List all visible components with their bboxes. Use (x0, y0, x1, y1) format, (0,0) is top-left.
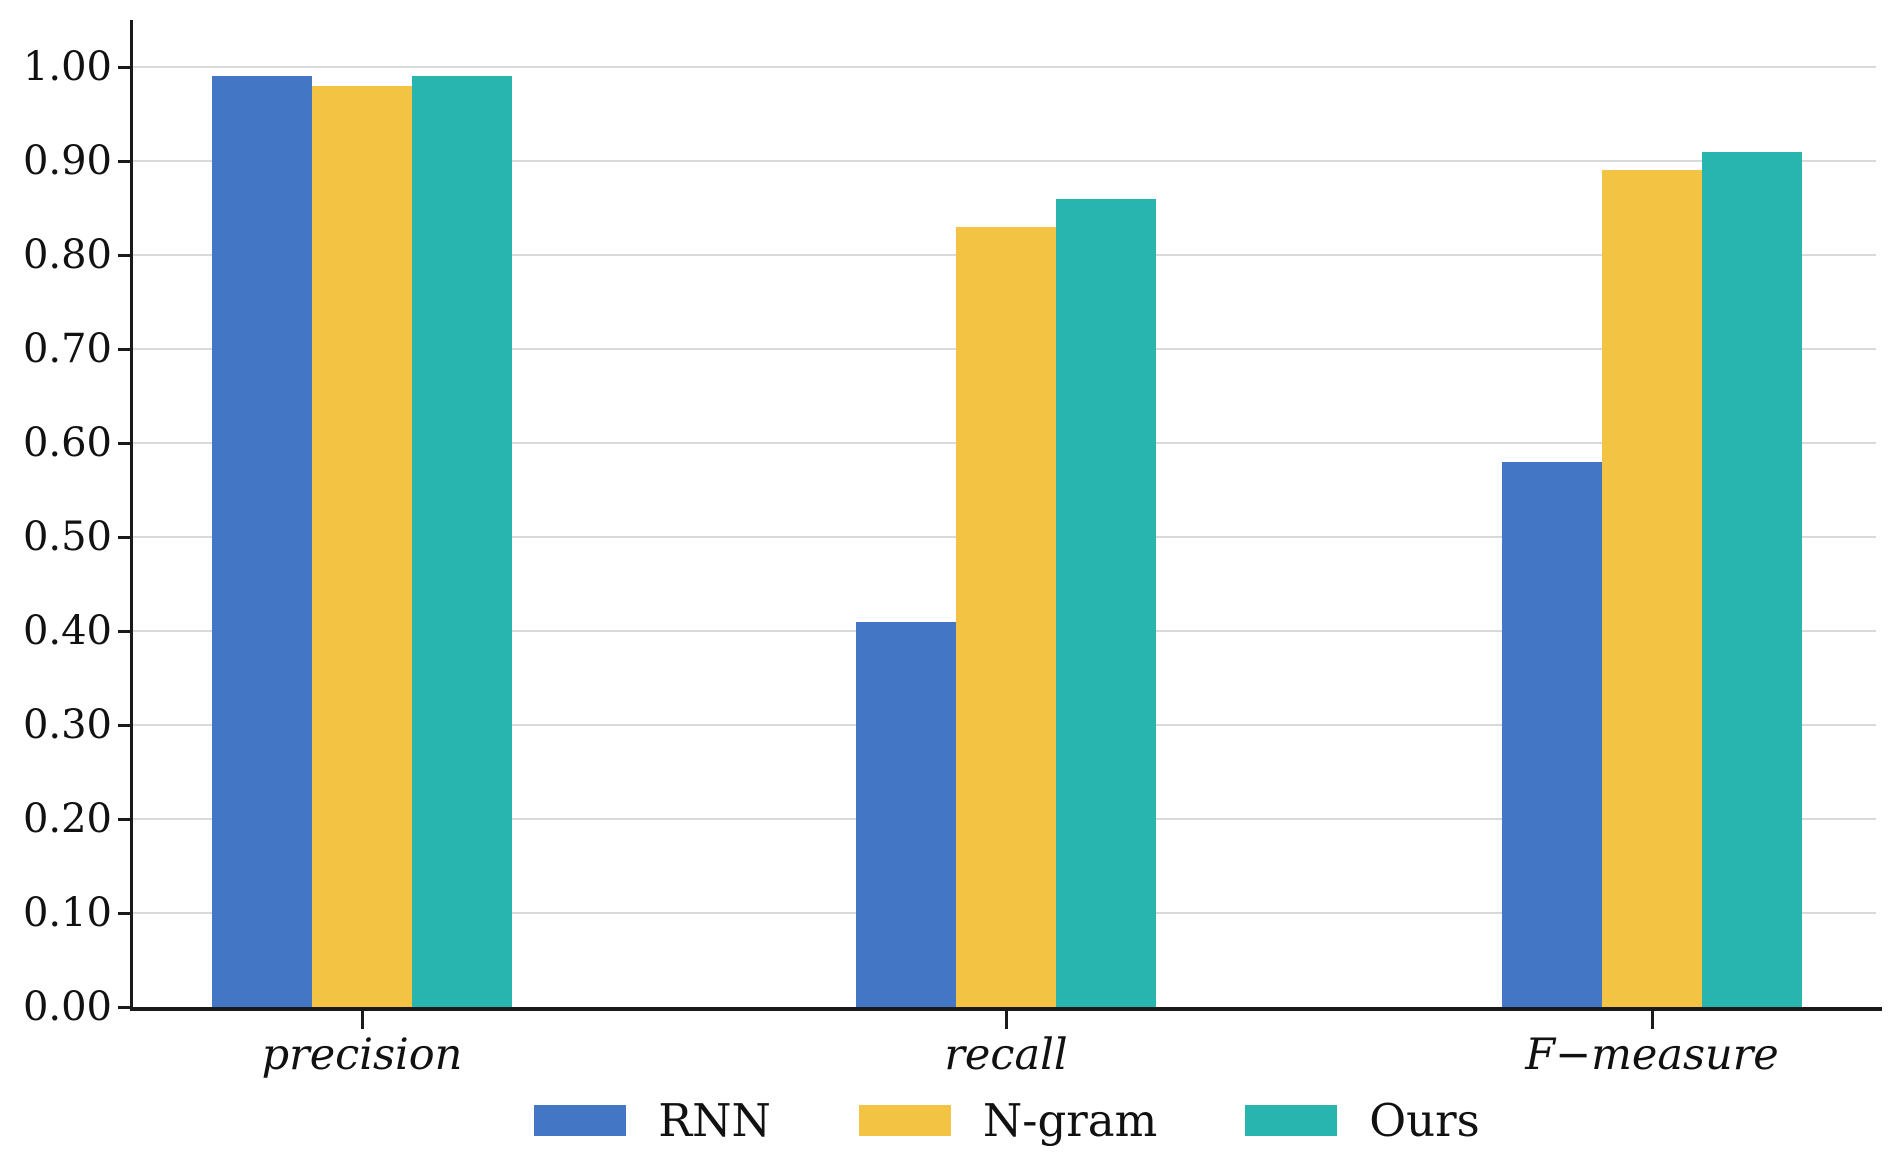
y-axis-tick (118, 348, 132, 351)
y-axis-tick-label: 0.50 (22, 514, 112, 560)
legend-swatch-icon (1245, 1104, 1338, 1136)
y-axis-tick-label: 0.80 (22, 232, 112, 278)
gridline-0.90 (132, 160, 1876, 162)
x-axis-line (130, 1007, 1882, 1011)
bar-recall-rnn (856, 621, 956, 1007)
y-axis-tick (118, 818, 132, 821)
y-axis-tick-label: 0.40 (22, 608, 112, 654)
bar-recall-n-gram (956, 226, 1056, 1007)
y-axis-tick-label: 0.00 (22, 984, 112, 1030)
y-axis-tick (118, 160, 132, 163)
y-axis-tick-label: 0.20 (22, 796, 112, 842)
legend-swatch-icon (534, 1104, 627, 1136)
y-axis-tick-label: 0.30 (22, 702, 112, 748)
y-axis-tick-label: 0.70 (22, 326, 112, 372)
legend-item-rnn: RNN (534, 1098, 771, 1143)
legend-label: Ours (1369, 1093, 1480, 1147)
y-axis-line (130, 20, 133, 1011)
y-axis-tick (118, 912, 132, 915)
x-axis-tick (1651, 1011, 1654, 1029)
chart-legend: RNN N-gram Ours (132, 1088, 1882, 1152)
x-axis-category-label: recall (944, 1030, 1068, 1080)
y-axis-tick (118, 724, 132, 727)
legend-item-ours: Ours (1245, 1093, 1480, 1147)
bar-precision-n-gram (312, 85, 412, 1007)
y-axis-tick-label: 0.60 (22, 420, 112, 466)
y-axis-tick (118, 442, 132, 445)
y-axis-tick (118, 630, 132, 633)
y-axis-tick-label: 0.90 (22, 138, 112, 184)
bar-precision-ours (412, 76, 512, 1007)
bar-precision-rnn (212, 76, 312, 1007)
bar-f-measure-n-gram (1602, 170, 1702, 1007)
bar-f-measure-ours (1702, 151, 1802, 1007)
x-axis-category-label: precision (261, 1030, 463, 1080)
y-axis-tick (118, 1006, 132, 1009)
x-axis-tick (361, 1011, 364, 1029)
legend-swatch-icon (858, 1104, 951, 1136)
bar-recall-ours (1056, 198, 1156, 1007)
bar-f-measure-rnn (1502, 461, 1602, 1007)
gridline-1.00 (132, 66, 1876, 68)
legend-label: RNN (658, 1093, 771, 1147)
x-axis-tick (1005, 1011, 1008, 1029)
y-axis-tick (118, 66, 132, 69)
legend-label: N-gram (982, 1093, 1158, 1147)
legend-item-n-gram: N-gram (858, 1093, 1158, 1147)
y-axis-tick (118, 254, 132, 257)
x-axis-category-label: F−measure (1525, 1030, 1779, 1080)
y-axis-tick-label: 1.00 (22, 44, 112, 90)
y-axis-tick (118, 536, 132, 539)
y-axis-tick-label: 0.10 (22, 890, 112, 936)
